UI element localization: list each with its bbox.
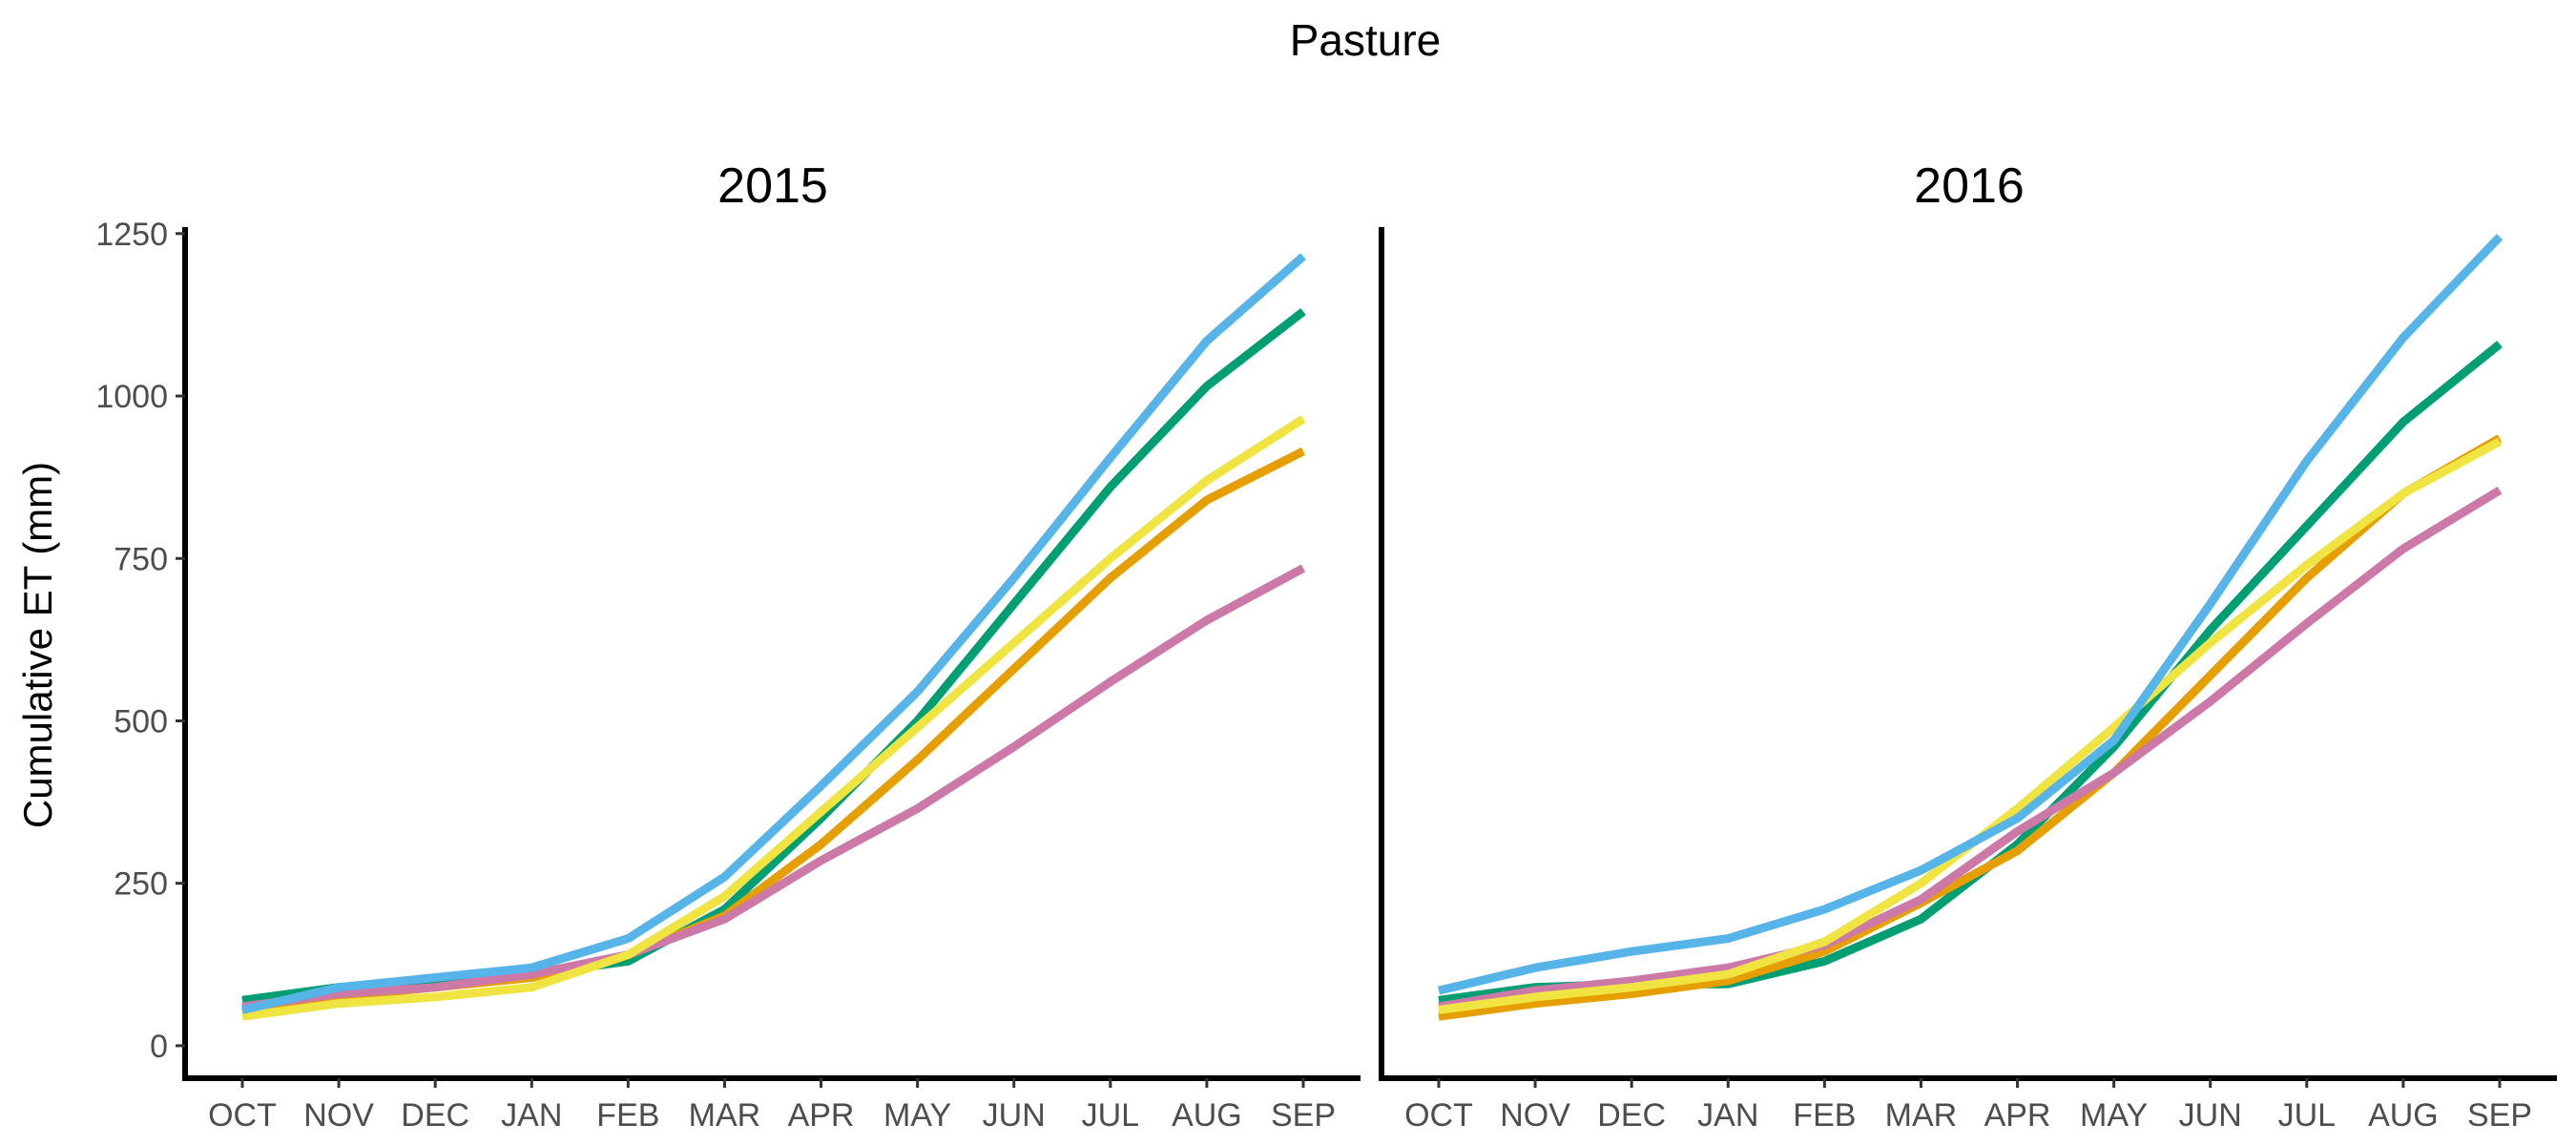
series-line-2 (1438, 434, 2503, 1021)
y-tick-label: 1000 (95, 379, 168, 415)
x-tick-label: DEC (1597, 1097, 1666, 1134)
chart-title: Pasture (1290, 15, 1442, 65)
x-tick-label: OCT (1404, 1097, 1473, 1134)
x-tick-label: FEB (596, 1097, 659, 1134)
panels-layer: 2015 0 250 500 750 1000 1250 OCT NOV DEC JAN FEB MAR… (95, 158, 2557, 1134)
x-tick-label: SEP (1271, 1097, 1336, 1134)
x-tick-label: JUN (2179, 1097, 2242, 1134)
y-tick-label: 500 (114, 703, 168, 739)
x-tick-label: MAY (883, 1097, 951, 1134)
x-tick-label: JUL (2278, 1097, 2336, 1134)
y-tick-label: 0 (150, 1029, 168, 1065)
series-line-4 (1438, 437, 2503, 1014)
x-tick-label: FEB (1793, 1097, 1856, 1134)
panel-title: 2016 (1914, 158, 2025, 214)
series-line-4 (241, 415, 1306, 1021)
x-tick-label: AUG (1172, 1097, 1242, 1134)
x-tick-label: APR (1984, 1097, 2051, 1134)
x-tick-label: DEC (401, 1097, 469, 1134)
series-line-1 (1438, 341, 2503, 1005)
panel-2: 2016 OCT NOV DEC JAN FEB MAR APR MAY JUN JUL AUG SEP (1379, 158, 2557, 1134)
y-tick-label: 250 (114, 866, 168, 903)
x-tick-label: JUN (983, 1097, 1046, 1134)
x-tick-label: AUG (2368, 1097, 2439, 1134)
panel-title: 2015 (717, 158, 828, 214)
x-tick-label: NOV (1500, 1097, 1570, 1134)
x-tick-label: JAN (1697, 1097, 1758, 1134)
x-tick-label: NOV (303, 1097, 374, 1134)
x-tick-label: MAY (2080, 1097, 2148, 1134)
y-tick-label: 750 (114, 541, 168, 577)
x-tick-label: APR (788, 1097, 855, 1134)
series-line-5 (1437, 234, 2503, 995)
panel-1: 2015 0 250 500 750 1000 1250 OCT NOV DEC JAN FEB MAR… (95, 158, 1361, 1134)
x-tick-label: OCT (208, 1097, 277, 1134)
x-tick-label: MAR (689, 1097, 761, 1134)
series-line-3 (241, 564, 1306, 1011)
series-line-3 (1438, 486, 2503, 1011)
y-tick-label: 1250 (95, 217, 168, 253)
x-tick-label: MAR (1885, 1097, 1958, 1134)
x-tick-label: SEP (2467, 1097, 2532, 1134)
x-tick-label: JUL (1082, 1097, 1139, 1134)
y-axis-title: Cumulative ET (mm) (15, 462, 60, 828)
x-tick-label: JAN (501, 1097, 562, 1134)
series-line-5 (240, 253, 1306, 1014)
